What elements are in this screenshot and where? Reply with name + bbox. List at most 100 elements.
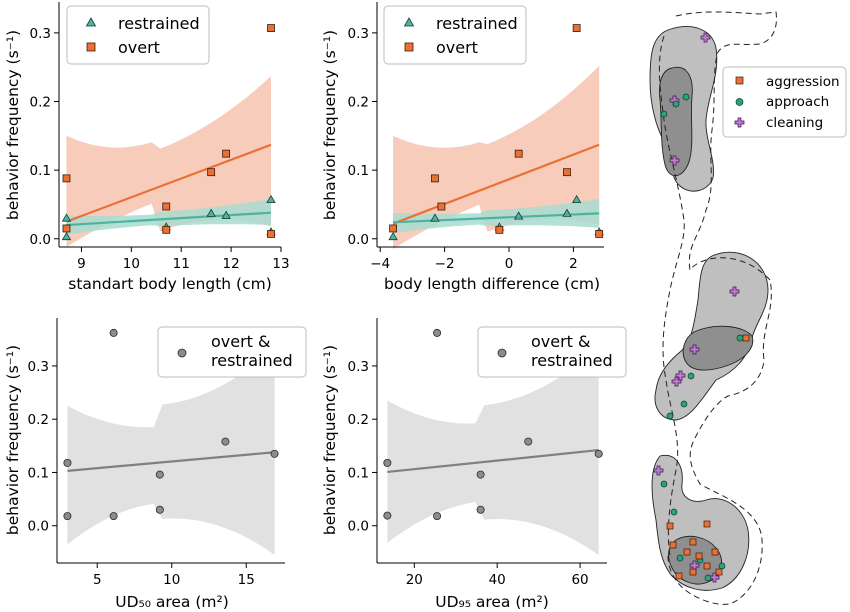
legend-marker-aggression [735, 76, 744, 85]
legend-label-line-1: overt & [531, 332, 591, 351]
y-ticks: 0.0 0.1 0.2 0.3 [348, 26, 377, 248]
data-point-overt-restrained [155, 470, 164, 479]
data-point-overt-restrained [383, 511, 392, 520]
data-point-overt-restrained [221, 437, 230, 446]
cleaning-marker [689, 344, 700, 355]
data-points [388, 24, 604, 241]
legend-label-combined: overt & restrained [211, 332, 293, 370]
data-point-overt-restrained [155, 505, 164, 514]
aggression-marker [695, 552, 703, 560]
legend-label-aggression: aggression [766, 74, 840, 90]
confidence-band-overt [66, 76, 271, 247]
y-tick-label: 0.0 [348, 519, 369, 535]
data-point-overt [207, 168, 216, 177]
data-point-overt [222, 149, 231, 158]
x-tick-label: 12 [223, 256, 240, 272]
legend-marker-restrained [85, 17, 97, 27]
y-axis-label: behavior frequency (s⁻¹) [4, 30, 22, 220]
legend: restrained overt [383, 5, 527, 65]
approach-marker [704, 574, 712, 582]
approach-marker [660, 110, 668, 118]
legend-label-approach: approach [766, 94, 829, 110]
y-tick-label: 0.2 [348, 95, 369, 111]
confidence-band-overt-restrained [387, 347, 599, 555]
approach-marker [736, 334, 744, 342]
x-axis-label: body length difference (cm) [384, 275, 600, 293]
cleaning-marker [689, 560, 700, 571]
x-ticks: 20 40 60 [406, 563, 589, 588]
map-legend: aggression approach cleaning [722, 66, 847, 138]
data-point-overt-restrained [594, 449, 603, 458]
home-range-ud50-bottom [668, 535, 723, 585]
legend-label-overt: overt [118, 38, 160, 57]
regression-line-overt-restrained [67, 451, 275, 472]
panel-body-length-difference: −4 −2 0 2 0.0 0.1 0.2 0.3 body length differen… [321, 2, 604, 293]
data-point-overt [514, 149, 523, 158]
legend-marker-approach [735, 98, 744, 106]
legend-marker-combined [177, 348, 187, 358]
y-ticks: 0.0 0.1 0.2 0.3 [30, 26, 59, 248]
data-point-restrained [206, 208, 216, 217]
x-tick-label: 60 [571, 572, 588, 588]
data-point-restrained [571, 194, 582, 204]
approach-marker [660, 480, 668, 488]
y-tick-label: 0.1 [348, 163, 369, 179]
aggression-marker [683, 548, 691, 556]
y-axis-label: behavior frequency (s⁻¹) [321, 345, 339, 535]
confidence-bands [387, 347, 599, 555]
x-tick-label: 13 [272, 256, 289, 272]
data-point-overt [595, 230, 604, 238]
x-tick-label: 11 [173, 256, 190, 272]
data-point-overt-restrained [109, 512, 118, 521]
approach-marker [676, 554, 684, 562]
x-tick-label: 15 [238, 572, 255, 588]
aggression-marker [742, 334, 750, 342]
data-point-overt [431, 174, 439, 183]
data-point-restrained [61, 231, 72, 241]
data-point-overt-restrained [270, 449, 279, 458]
y-tick-label: 0.1 [28, 465, 49, 481]
x-tick-label: −2 [435, 256, 455, 272]
data-point-restrained [388, 231, 398, 241]
confidence-band-overt-restrained [67, 347, 275, 555]
x-tick-label: 2 [569, 256, 578, 272]
aggression-marker [703, 562, 711, 570]
approach-marker [670, 508, 678, 516]
data-point-overt-restrained [433, 512, 442, 521]
data-point-overt [267, 230, 275, 238]
legend: restrained overt [66, 5, 210, 65]
cleaning-marker [709, 572, 720, 583]
data-point-overt-restrained [383, 458, 392, 467]
cleaning-marker [675, 370, 686, 381]
data-point-overt [162, 225, 171, 234]
x-axis-label: UD₅₀ area (m²) [115, 593, 229, 611]
territory-outline-inner [658, 35, 685, 557]
confidence-bands [67, 347, 275, 555]
y-axis-label: behavior frequency (s⁻¹) [4, 345, 22, 535]
data-point-restrained [61, 213, 72, 222]
data-point-overt [495, 225, 504, 234]
data-point-overt [563, 168, 571, 177]
y-tick-label: 0.0 [30, 232, 51, 248]
y-ticks: 0.0 0.1 0.2 0.3 [28, 359, 57, 535]
x-tick-label: 40 [489, 572, 506, 588]
y-tick-label: 0.2 [30, 95, 51, 111]
legend-label-overt: overt [436, 38, 478, 57]
regression-line-overt [392, 143, 600, 225]
data-point-overt [267, 24, 275, 32]
data-point-overt-restrained [476, 505, 485, 514]
y-tick-label: 0.1 [30, 163, 51, 179]
panel-ud50-area: 5 10 15 0.0 0.1 0.2 0.3 UD₅₀ area (m²) behavi… [4, 318, 307, 611]
data-point-overt-restrained [524, 437, 533, 446]
legend-label-combined: overt & restrained [531, 332, 613, 370]
data-point-overt-restrained [433, 328, 442, 337]
x-ticks: 9 10 11 12 13 [77, 247, 290, 272]
regression-lines [387, 448, 599, 474]
data-point-overt-restrained [476, 470, 485, 479]
panel-body-length: 9 10 11 12 13 0.0 0.1 0.2 0.3 standart body len… [4, 2, 290, 293]
y-tick-label: 0.2 [28, 412, 49, 428]
data-point-overt [62, 224, 71, 233]
data-point-overt [572, 24, 581, 32]
legend-label-cleaning: cleaning [766, 115, 823, 131]
